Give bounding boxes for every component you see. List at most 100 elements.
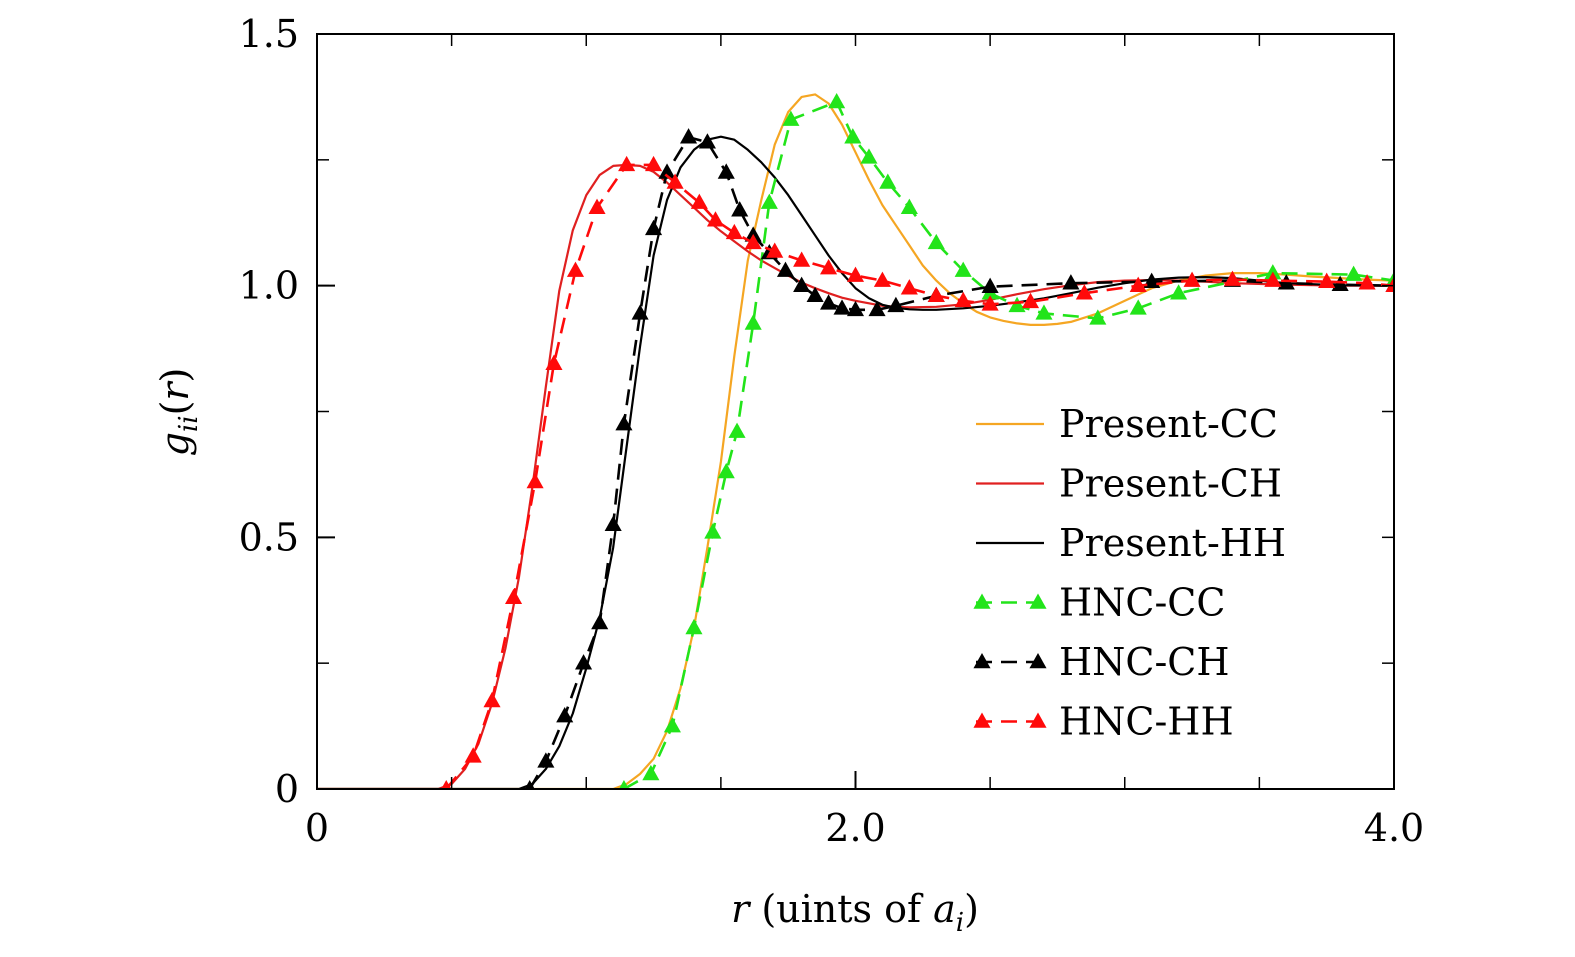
data-point [685, 618, 703, 635]
data-point [1318, 272, 1336, 288]
data-point [900, 279, 918, 295]
data-point [793, 276, 811, 292]
data-point [704, 523, 722, 539]
axis-ticks: 0 0.5 1.0 1.5 0 2.0 4.0 [239, 12, 1425, 850]
data-point [556, 707, 574, 723]
data-point [645, 155, 663, 172]
data-point [464, 747, 482, 763]
y-axis-title: gii(r) [153, 368, 204, 457]
data-point [1008, 296, 1026, 313]
data-point [1264, 271, 1282, 287]
data-point [1170, 284, 1188, 300]
data-point [1358, 274, 1376, 290]
x-tick-label: 2.0 [825, 806, 885, 850]
data-point [833, 299, 851, 315]
data-point [575, 654, 593, 670]
data-point [846, 266, 865, 282]
legend-label: Present-HH [1059, 521, 1286, 565]
data-point [1129, 299, 1147, 315]
legend: Present-CC Present-CH Present-HH HNC-CC HNC-… [973, 402, 1286, 744]
legend-label: Present-CH [1059, 462, 1282, 506]
y-tick-label: 1.5 [239, 12, 299, 56]
data-point [860, 148, 878, 164]
data-point [505, 588, 523, 605]
data-point [793, 251, 811, 267]
data-point [1062, 274, 1080, 290]
data-point [954, 291, 972, 308]
legend-item: HNC-CH [973, 640, 1230, 684]
data-point [744, 233, 762, 250]
data-point [806, 286, 824, 303]
data-point [1021, 292, 1040, 309]
plot-layer [317, 92, 1394, 789]
series-hnc-cc [618, 92, 1394, 789]
legend-item: Present-HH [976, 521, 1286, 565]
data-point [591, 613, 609, 630]
legend-marker [973, 653, 991, 669]
series-hnc-ch [524, 128, 1394, 789]
legend-item: HNC-HH [973, 700, 1234, 744]
data-point [690, 193, 708, 209]
data-point [588, 198, 606, 214]
data-point [900, 198, 918, 214]
data-point [828, 92, 846, 109]
data-point [820, 259, 838, 275]
data-point [615, 415, 633, 431]
data-point [545, 354, 563, 370]
data-point [744, 314, 762, 330]
data-point [776, 261, 795, 277]
legend-item: Present-CH [976, 462, 1282, 506]
legend-label: HNC-HH [1059, 700, 1234, 744]
x-tick-label: 0 [305, 806, 329, 850]
data-point [706, 211, 725, 227]
data-point [658, 163, 676, 179]
legend-label: Present-CC [1059, 402, 1278, 446]
series-line [623, 100, 1394, 789]
data-point [887, 296, 905, 313]
data-point [717, 462, 735, 479]
data-point [631, 304, 649, 320]
data-point [873, 271, 891, 287]
legend-marker [1029, 712, 1047, 728]
data-point [1183, 271, 1201, 287]
data-point [1223, 270, 1241, 286]
data-point [441, 780, 452, 789]
data-point [981, 277, 999, 293]
data-point [1075, 284, 1093, 300]
data-point [526, 472, 544, 489]
data-point [1143, 272, 1161, 288]
data-point [879, 173, 897, 189]
series-line [528, 135, 1394, 789]
legend-marker [1029, 653, 1047, 669]
data-point [1129, 276, 1147, 292]
data-point [524, 780, 535, 789]
data-point [717, 163, 735, 179]
y-tick-label: 0.5 [239, 515, 299, 559]
data-point [820, 294, 838, 310]
data-point [618, 155, 636, 172]
data-point [868, 300, 886, 317]
legend-marker [973, 712, 991, 728]
data-point [642, 764, 660, 781]
data-point [537, 752, 555, 768]
data-point [731, 201, 749, 217]
data-point [927, 233, 945, 250]
data-point [566, 261, 585, 277]
y-tick-label: 0 [275, 767, 299, 811]
data-point [1089, 309, 1107, 325]
data-point [666, 173, 684, 189]
data-point [1345, 265, 1363, 281]
legend-label: HNC-CH [1059, 640, 1230, 684]
data-point [483, 691, 501, 708]
x-axis-title: r (uints of ai) [731, 887, 979, 938]
data-point [604, 515, 622, 532]
series-hnc-hh [441, 155, 1394, 789]
data-point [618, 780, 629, 789]
data-point [844, 128, 862, 144]
data-point [725, 223, 743, 240]
data-point [981, 295, 999, 311]
data-point [760, 193, 778, 209]
data-point [728, 422, 746, 438]
y-tick-label: 1.0 [239, 264, 299, 308]
